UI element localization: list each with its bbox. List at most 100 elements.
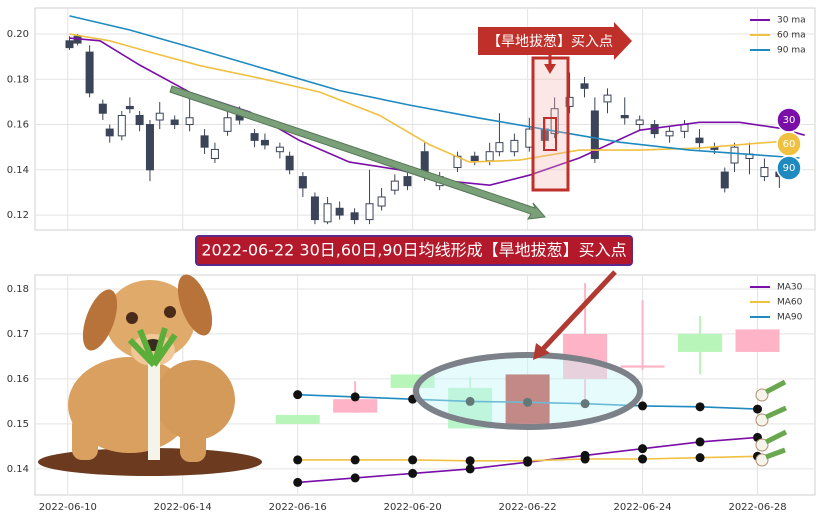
ma-marker bbox=[350, 473, 360, 483]
candle-body bbox=[135, 114, 144, 126]
y-tick-label: 0.16 bbox=[7, 120, 29, 131]
candle-body bbox=[550, 108, 559, 135]
ma-marker bbox=[695, 453, 705, 463]
highlight-box bbox=[531, 56, 570, 192]
candle-body bbox=[620, 114, 629, 119]
candle-body bbox=[298, 176, 307, 189]
candle-body bbox=[580, 83, 589, 89]
marks: 0.12 0.14 0.16 0.18 0.20 30 ma 60 ma 90 ma 30 60 9… bbox=[7, 8, 815, 513]
candle-body bbox=[155, 112, 164, 121]
candle-body bbox=[275, 146, 284, 153]
legend-label: MA60 bbox=[777, 298, 803, 308]
candle-body bbox=[125, 105, 134, 110]
y-tick-label: 0.18 bbox=[7, 284, 29, 295]
candle-body bbox=[695, 137, 704, 144]
candle-body bbox=[730, 146, 739, 164]
candle-body bbox=[760, 167, 769, 178]
candle-body bbox=[275, 414, 320, 424]
annotations: 【旱地拔葱】买入点 2022-06-22 30日,60日,90日均线形成【旱地拔… bbox=[38, 22, 788, 476]
ma-line bbox=[69, 15, 800, 159]
candle-body bbox=[495, 142, 504, 153]
ma-marker bbox=[753, 404, 763, 414]
candle-body bbox=[403, 176, 412, 187]
ma-marker bbox=[695, 437, 705, 447]
ma-marker bbox=[350, 392, 360, 402]
ma-marker bbox=[465, 396, 475, 406]
candle-body bbox=[565, 96, 574, 107]
plot-frame bbox=[34, 7, 816, 231]
ma-marker bbox=[465, 456, 475, 466]
candle-body bbox=[470, 155, 479, 162]
candle-body bbox=[117, 114, 126, 137]
ma-marker bbox=[580, 399, 590, 409]
candle-body bbox=[85, 51, 94, 94]
x-tick-label: 2022-06-16 bbox=[269, 502, 327, 513]
highlight-ellipse bbox=[413, 352, 643, 430]
ma-marker bbox=[293, 390, 303, 400]
candle-body bbox=[678, 333, 723, 352]
ma-marker bbox=[408, 468, 418, 478]
candle-body bbox=[223, 117, 232, 132]
candle-body bbox=[323, 203, 332, 223]
x-tick-label: 2022-06-20 bbox=[384, 502, 442, 513]
candle-body bbox=[665, 130, 674, 137]
legend-label: 90 ma bbox=[777, 46, 806, 56]
pointer bbox=[540, 270, 617, 352]
ma-marker bbox=[523, 397, 533, 407]
dog-illustration bbox=[38, 274, 262, 476]
ma-marker bbox=[293, 477, 303, 487]
x-tick-label: 2022-06-24 bbox=[613, 502, 671, 513]
banner bbox=[478, 22, 632, 60]
candle-body bbox=[105, 128, 114, 137]
candle-body bbox=[260, 139, 269, 146]
candle-body bbox=[210, 148, 219, 159]
y-tick-label: 0.12 bbox=[7, 210, 29, 221]
candle-body bbox=[185, 117, 194, 126]
candle-body bbox=[635, 119, 644, 126]
candle-body bbox=[285, 155, 294, 171]
ma-marker bbox=[580, 454, 590, 464]
candle-body bbox=[377, 196, 386, 207]
banner bbox=[195, 235, 633, 266]
highlight-candle bbox=[543, 117, 557, 151]
candle-body bbox=[720, 171, 729, 189]
badge bbox=[776, 155, 802, 181]
ma-marker bbox=[350, 455, 360, 465]
legend-label: 30 ma bbox=[777, 16, 806, 26]
candle-body bbox=[335, 207, 344, 216]
y-tick-label: 0.17 bbox=[7, 329, 29, 340]
y-tick-label: 0.14 bbox=[7, 464, 29, 475]
x-tick-label: 2022-06-10 bbox=[39, 502, 97, 513]
candle-body bbox=[603, 94, 612, 103]
candle-body bbox=[590, 110, 599, 159]
badge-label: 30 bbox=[783, 115, 796, 126]
ma-marker bbox=[638, 444, 648, 454]
candle-body bbox=[680, 124, 689, 132]
legend-label: MA30 bbox=[777, 283, 803, 293]
ma-marker bbox=[638, 401, 648, 411]
candle-body bbox=[65, 40, 74, 49]
ma-marker bbox=[638, 454, 648, 464]
candle-body bbox=[200, 135, 209, 148]
candle-body bbox=[365, 203, 374, 221]
candle-body bbox=[735, 329, 780, 352]
pointer-head bbox=[533, 343, 550, 360]
badge-label: 90 bbox=[783, 163, 796, 174]
y-tick-label: 0.14 bbox=[7, 165, 29, 176]
candle-body bbox=[350, 212, 359, 221]
candle-body bbox=[510, 139, 519, 153]
candle-body bbox=[145, 124, 154, 171]
trend-arrow bbox=[169, 85, 546, 220]
y-tick-label: 0.18 bbox=[7, 74, 29, 85]
x-tick-label: 2022-06-22 bbox=[499, 502, 557, 513]
candle-body bbox=[250, 133, 259, 141]
ma-marker bbox=[293, 455, 303, 465]
ma-marker bbox=[465, 464, 475, 474]
candle-body bbox=[170, 119, 179, 126]
y-tick-label: 0.15 bbox=[7, 419, 29, 430]
legend-label: MA90 bbox=[777, 313, 803, 323]
x-tick-label: 2022-06-28 bbox=[728, 502, 786, 513]
candle-body bbox=[485, 151, 494, 162]
candle-body bbox=[390, 180, 399, 191]
